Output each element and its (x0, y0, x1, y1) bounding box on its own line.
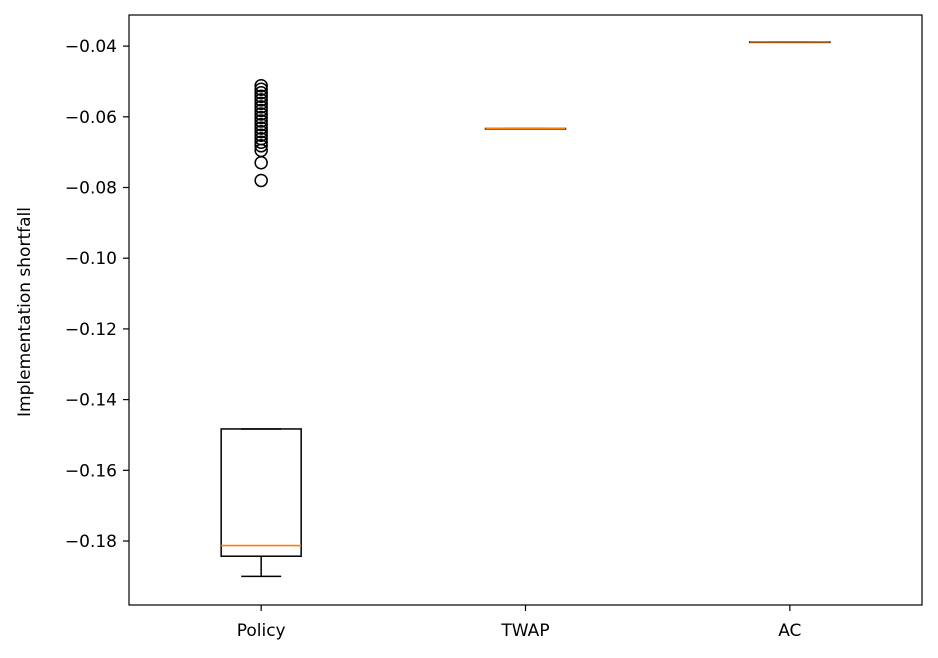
x-tick-label: AC (778, 621, 801, 641)
outlier-point (254, 82, 268, 96)
x-tick-label: TWAP (500, 621, 549, 641)
outlier-point (254, 117, 268, 132)
outlier-point (254, 173, 268, 188)
y-tick-label: −0.16 (65, 461, 117, 481)
outlier-point (254, 121, 268, 135)
outlier-point (254, 124, 268, 139)
y-tick-label: −0.04 (65, 37, 117, 57)
y-tick-label: −0.10 (65, 249, 117, 269)
y-axis-label: Implementation shortfall (15, 207, 35, 417)
y-tick-label: −0.12 (65, 320, 117, 340)
y-tick-label: −0.06 (65, 108, 117, 128)
outlier-point (254, 107, 268, 121)
axes-frame (128, 14, 923, 606)
outlier-point (254, 78, 268, 93)
plot-area: −0.04 −0.06 −0.08 −0.10 −0.12 −0.14 −0.16 −0.18… (65, 14, 923, 641)
outlier-point (254, 135, 268, 150)
outlier-point (254, 110, 268, 125)
outlier-point (254, 103, 268, 118)
outlier-point (254, 139, 268, 153)
outlier-point (254, 86, 268, 100)
outlier-point (254, 100, 268, 114)
outlier-point (254, 89, 268, 104)
outlier-point (254, 93, 268, 107)
x-tick-label: Policy (237, 621, 286, 641)
box (220, 428, 302, 557)
y-tick-label: −0.14 (65, 391, 117, 411)
outlier-point (254, 114, 268, 128)
outlier-point (254, 156, 268, 170)
outlier-point (254, 96, 268, 111)
outlier-point (254, 128, 268, 142)
y-tick-label: −0.08 (65, 179, 117, 199)
y-tick-label: −0.18 (65, 532, 117, 552)
